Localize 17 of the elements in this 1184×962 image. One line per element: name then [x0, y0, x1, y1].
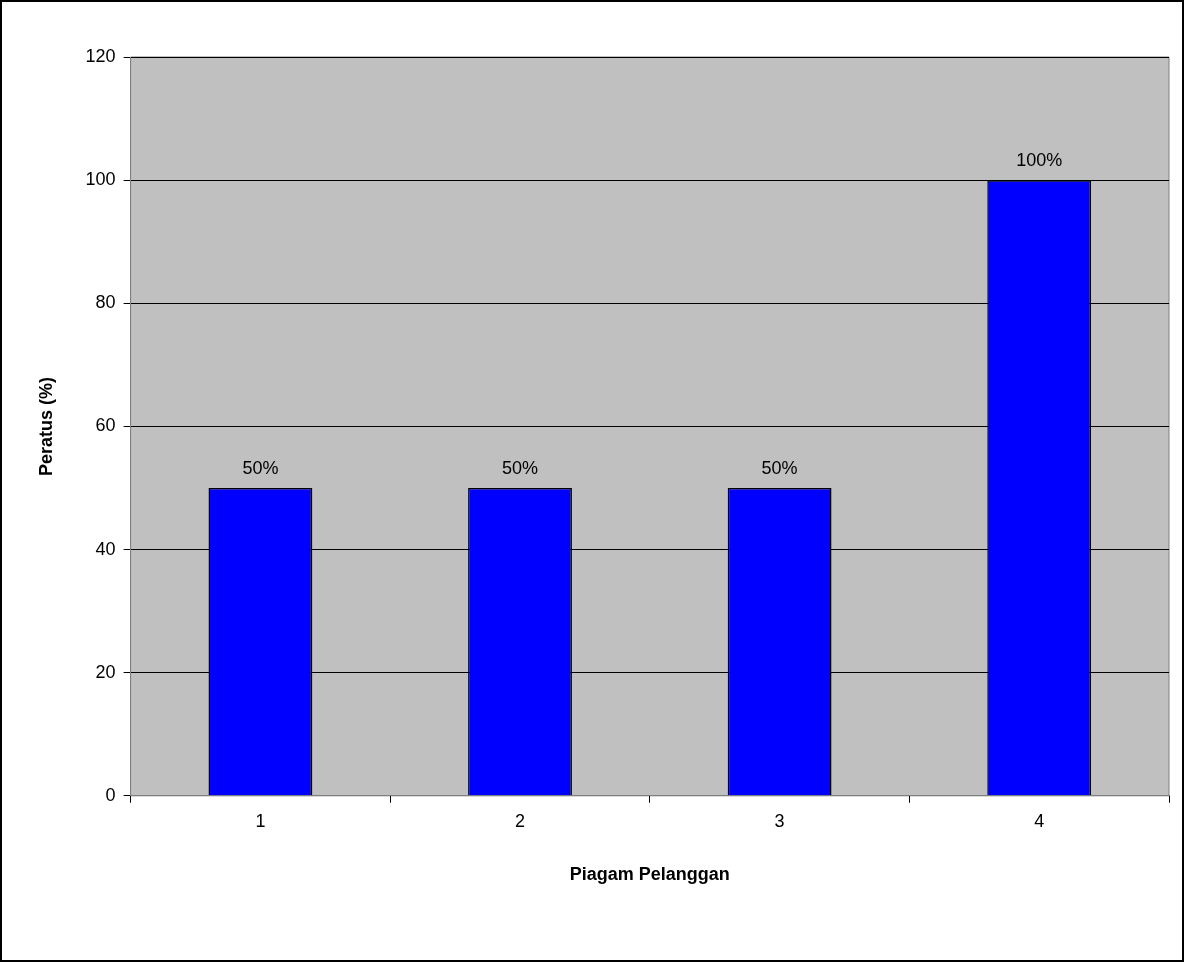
y-tick-label: 60	[95, 415, 116, 436]
x-tick-label: 1	[255, 810, 266, 831]
data-label: 50%	[502, 457, 539, 478]
y-tick-label: 40	[95, 538, 116, 559]
x-axis-title: Piagam Pelanggan	[569, 864, 730, 885]
data-label: 50%	[242, 457, 279, 478]
y-tick-label: 0	[105, 784, 116, 805]
y-tick-label: 80	[95, 292, 116, 313]
y-tick-label: 20	[95, 661, 116, 682]
y-axis-title: Peratus (%)	[35, 376, 56, 476]
y-tick-label: 100	[85, 169, 116, 190]
data-label: 100%	[1016, 150, 1063, 171]
data-label: 50%	[761, 457, 798, 478]
x-tick-label: 3	[774, 810, 785, 831]
x-tick-label: 2	[515, 810, 526, 831]
x-tick-label: 4	[1034, 810, 1045, 831]
y-tick-label: 120	[85, 45, 116, 66]
